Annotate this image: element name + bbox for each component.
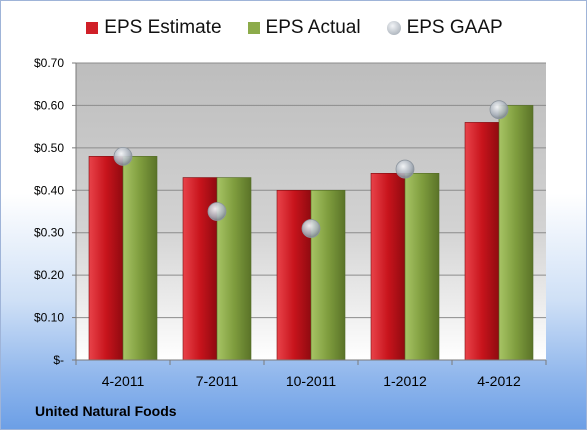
eps-actual-bar	[310, 189, 346, 361]
legend-label-estimate: EPS Estimate	[104, 17, 222, 38]
company-name: United Natural Foods	[35, 403, 177, 419]
eps-estimate-bar	[182, 177, 218, 361]
x-tick-label: 7-2011	[196, 373, 239, 389]
eps-gaap-point	[113, 146, 133, 166]
legend-label-gaap: EPS GAAP	[406, 17, 503, 38]
eps-actual-bar	[122, 156, 158, 361]
eps-estimate-bar	[370, 173, 406, 361]
legend-label-actual: EPS Actual	[265, 17, 361, 38]
y-tick-label: $0.60	[34, 98, 64, 112]
eps-gaap-point	[395, 159, 415, 179]
legend-item-gaap: EPS GAAP	[386, 17, 503, 39]
y-tick-label: $0.50	[34, 141, 64, 155]
x-tick-label: 4-2011	[102, 373, 145, 389]
estimate-swatch-icon	[86, 22, 99, 34]
eps-estimate-bar	[88, 156, 124, 361]
eps-actual-bar	[404, 173, 440, 361]
y-tick-label: $0.70	[34, 56, 64, 70]
bars	[88, 100, 534, 361]
y-tick-label: $0.30	[34, 226, 64, 240]
y-tick-label: $-	[53, 353, 64, 367]
eps-gaap-point	[301, 219, 321, 238]
eps-gaap-point	[207, 202, 227, 221]
x-tick-label: 10-2011	[286, 373, 337, 389]
eps-estimate-bar	[464, 122, 500, 361]
eps-estimate-bar	[276, 189, 312, 361]
y-tick-label: $0.20	[34, 268, 64, 282]
x-tick-label: 4-2012	[477, 373, 521, 389]
gaap-marker-icon	[386, 21, 401, 35]
y-tick-label: $0.40	[34, 183, 64, 197]
y-tick-label: $0.10	[34, 311, 64, 325]
legend-item-estimate: EPS Estimate	[86, 17, 222, 39]
axes: $- $0.10 $0.20 $0.30 $0.40 $0.50 $0.60 $0.70 4-2…	[34, 56, 547, 389]
legend: EPS Estimate EPS Actual EPS GAAP	[1, 17, 587, 39]
eps-actual-bar	[216, 177, 252, 361]
x-tick-label: 1-2012	[383, 373, 427, 389]
eps-gaap-point	[489, 100, 509, 120]
eps-actual-bar	[498, 105, 534, 361]
legend-item-actual: EPS Actual	[247, 17, 361, 39]
actual-swatch-icon	[247, 22, 260, 34]
